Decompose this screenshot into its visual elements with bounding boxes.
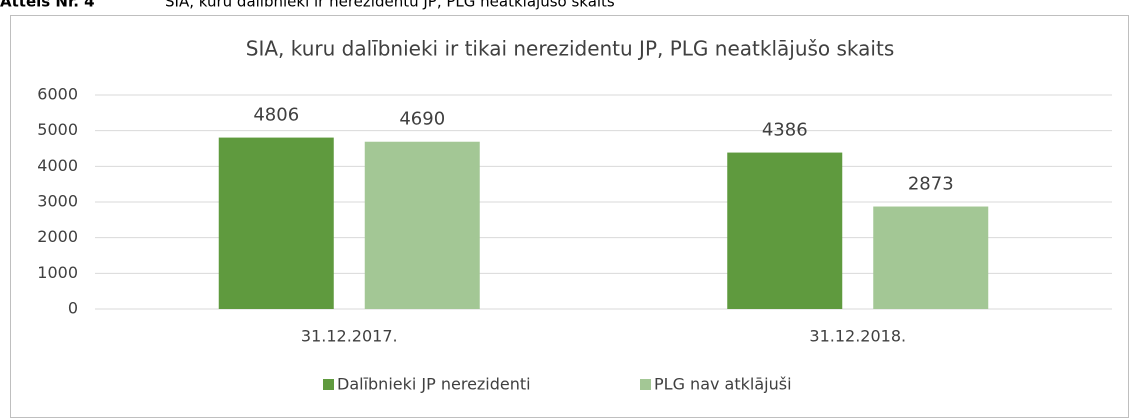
y-tick-label: 6000 (37, 85, 78, 104)
y-tick-label: 1000 (37, 263, 78, 282)
caption-label: Attēls Nr. 4 (0, 0, 95, 11)
legend-swatch (323, 379, 334, 390)
legend-label: Dalībnieki JP nerezidenti (337, 375, 531, 394)
caption-text: SIA, kuru dalībnieki ir nerezidentu JP, … (165, 0, 615, 11)
y-tick-label: 4000 (37, 156, 78, 175)
bar (873, 206, 989, 309)
y-tick-label: 2000 (37, 227, 78, 246)
y-tick-label: 0 (68, 299, 78, 318)
bar (218, 137, 334, 309)
chart-title: SIA, kuru dalībnieki ir tikai nerezident… (246, 37, 894, 61)
bar (727, 152, 843, 309)
y-tick-label: 5000 (37, 120, 78, 139)
y-tick-label: 3000 (37, 192, 78, 211)
data-label: 4690 (399, 109, 445, 130)
legend-label: PLG nav atklājuši (654, 375, 792, 394)
legend-swatch (640, 379, 651, 390)
bar (364, 141, 480, 309)
data-label: 2873 (908, 174, 954, 195)
data-label: 4806 (253, 105, 299, 126)
x-tick-label: 31.12.2018. (809, 327, 906, 346)
data-label: 4386 (762, 120, 808, 141)
x-tick-label: 31.12.2017. (301, 327, 398, 346)
